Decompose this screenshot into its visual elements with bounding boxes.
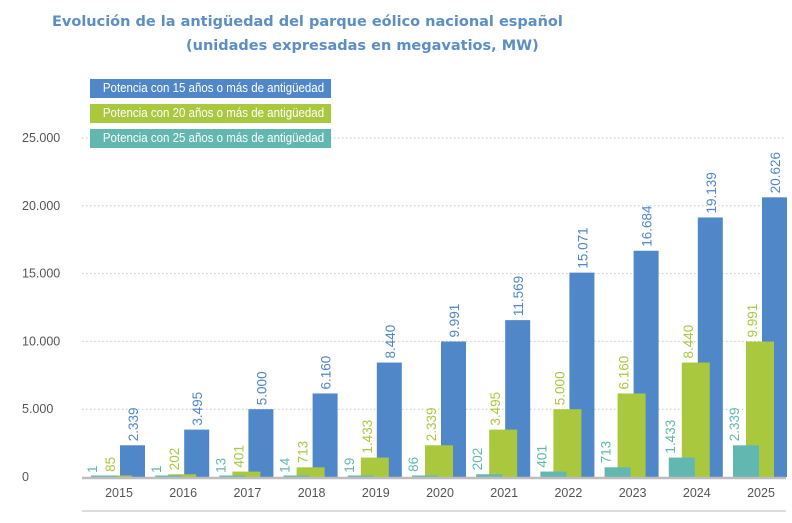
data-label: 3.495 xyxy=(488,392,503,426)
data-label: 2.339 xyxy=(424,407,439,441)
data-label: 8.440 xyxy=(383,325,398,359)
bar-20y-2015 xyxy=(104,475,132,477)
bar-20y-2021 xyxy=(489,429,518,477)
legend-label: Potencia con 20 años o más de antigüedad xyxy=(102,106,325,120)
x-tick-label: 2017 xyxy=(233,486,261,500)
bar-20y-2018 xyxy=(296,467,325,477)
data-label: 16.684 xyxy=(640,205,655,247)
x-axis-ticks: 2015 2016 2017 2018 2019 2020 2021 2022 2023 2024… xyxy=(105,486,775,500)
y-tick-label: 5.000 xyxy=(22,402,53,416)
bar-25y-2022 xyxy=(540,471,567,477)
bar-25y-2015 xyxy=(91,475,117,477)
data-label: 2.339 xyxy=(727,407,742,441)
y-tick-label: 25.000 xyxy=(22,131,60,145)
data-label: 713 xyxy=(599,441,614,464)
x-tick-label: 2015 xyxy=(105,486,133,500)
data-label: 14 xyxy=(278,457,293,473)
x-tick-label: 2021 xyxy=(490,486,518,500)
bar-20y-2019 xyxy=(360,457,389,477)
x-tick-label: 2018 xyxy=(298,486,326,500)
bar-25y-2016 xyxy=(155,475,182,477)
data-label: 9.991 xyxy=(447,304,462,338)
y-tick-label: 0 xyxy=(22,470,29,484)
bar-25y-2023 xyxy=(604,467,631,477)
data-label: 202 xyxy=(167,448,182,471)
data-label: 401 xyxy=(231,445,246,468)
legend-label: Potencia con 25 años o más de antigüedad xyxy=(102,131,325,145)
data-label: 3.495 xyxy=(190,392,205,426)
data-label: 85 xyxy=(103,457,118,472)
bar-25y-2025 xyxy=(733,445,759,477)
bar-20y-2016 xyxy=(168,474,197,477)
legend-item-20-years: Potencia con 20 años o más de antigüedad xyxy=(90,104,332,123)
bar-15y-2018 xyxy=(312,393,338,477)
x-tick-label: 2016 xyxy=(169,486,197,500)
y-axis-ticks: 0 5.000 10.000 15.000 20.000 25.000 xyxy=(22,131,60,484)
data-label: 202 xyxy=(470,448,485,471)
bar-25y-2020 xyxy=(412,475,438,477)
gridlines xyxy=(82,137,786,410)
x-tick-label: 2024 xyxy=(683,486,711,500)
data-label: 19.139 xyxy=(704,172,719,213)
bar-25y-2019 xyxy=(347,475,374,477)
data-label: 13 xyxy=(213,458,228,473)
legend-item-15-years: Potencia con 15 años o más de antigüedad xyxy=(90,79,332,98)
chart-subtitle: (unidades expresadas en megavatios, MW) xyxy=(186,38,539,54)
data-label: 401 xyxy=(534,445,549,468)
y-tick-label: 20.000 xyxy=(22,199,60,213)
data-label: 6.160 xyxy=(617,356,632,390)
x-tick-label: 2020 xyxy=(426,486,454,500)
bar-25y-2024 xyxy=(668,457,695,477)
bar-15y-2015 xyxy=(120,445,145,477)
data-label: 86 xyxy=(406,457,421,472)
bar-20y-2022 xyxy=(553,409,582,477)
bar-20y-2023 xyxy=(617,393,646,477)
data-label: 20.626 xyxy=(768,152,783,193)
bar-20y-2020 xyxy=(425,445,453,477)
data-label: 713 xyxy=(296,441,311,464)
bar-20y-2017 xyxy=(232,471,261,477)
data-label: 5.000 xyxy=(254,371,269,405)
data-label: 9.991 xyxy=(745,304,760,338)
data-label: 15.071 xyxy=(575,227,590,268)
chart-title: Evolución de la antigüedad del parque eó… xyxy=(52,14,563,30)
data-label: 8.440 xyxy=(681,325,696,359)
bar-25y-2021 xyxy=(476,474,503,477)
data-label: 1.433 xyxy=(663,420,678,454)
y-tick-label: 15.000 xyxy=(22,267,60,281)
bar-25y-2018 xyxy=(283,475,310,477)
data-label: 2.339 xyxy=(126,407,141,441)
legend-label: Potencia con 15 años o más de antigüedad xyxy=(102,81,325,95)
data-label: 5.000 xyxy=(552,371,567,405)
y-tick-label: 10.000 xyxy=(22,334,60,348)
x-tick-label: 2019 xyxy=(362,486,390,500)
bar-15y-2017 xyxy=(248,409,274,477)
data-label: 19 xyxy=(342,458,357,473)
bars xyxy=(91,197,787,477)
data-label: 1 xyxy=(85,465,100,473)
data-label: 1 xyxy=(149,465,164,473)
bar-15y-2016 xyxy=(184,429,210,477)
x-tick-label: 2022 xyxy=(554,486,582,500)
bar-25y-2017 xyxy=(219,475,246,477)
x-tick-label: 2023 xyxy=(619,486,647,500)
data-label: 1.433 xyxy=(360,420,375,454)
data-label: 11.569 xyxy=(511,276,526,316)
legend-item-25-years: Potencia con 25 años o más de antigüedad xyxy=(90,129,332,148)
data-label: 6.160 xyxy=(319,356,334,390)
x-tick-label: 2025 xyxy=(747,486,775,500)
